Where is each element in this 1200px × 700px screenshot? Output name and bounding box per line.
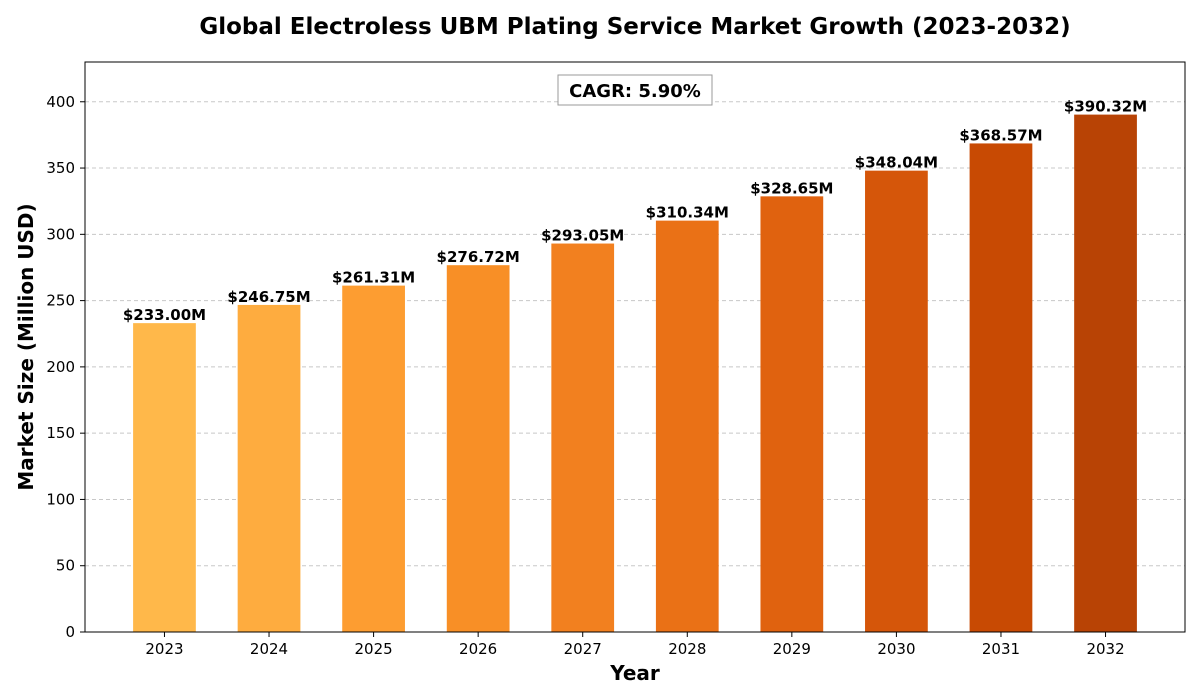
y-tick-label: 200 [46,358,75,376]
x-tick-label: 2030 [877,640,915,658]
bar [133,323,196,632]
cagr-annotation: CAGR: 5.90% [557,74,713,106]
data-label: $368.57M [959,126,1042,144]
x-tick-label: 2029 [773,640,811,658]
y-tick-label: 0 [65,623,75,641]
data-label: $310.34M [646,204,729,222]
bar [969,143,1033,632]
bar [865,170,928,632]
bar [342,285,405,632]
y-tick-label: 100 [46,490,75,508]
y-tick-label: 250 [46,292,75,310]
y-tick-label: 350 [46,159,75,177]
bar [237,304,301,632]
data-label: $293.05M [541,227,624,245]
bar [760,196,824,633]
x-tick-label: 2032 [1086,640,1124,658]
bars [133,114,1137,633]
data-label: $246.75M [227,288,310,306]
data-labels: $233.00M $246.75M $261.31M $276.72M $293.05M… [123,98,1147,325]
y-axis-ticks: 0 50 100 150 200 250 300 350 400 [46,93,85,641]
plot-frame [84,61,1186,633]
y-tick-label: 400 [46,93,75,111]
bar [1074,114,1137,633]
y-axis-label: Market Size (Million USD) [14,203,38,490]
x-tick-label: 2026 [459,640,497,658]
bar [655,220,719,632]
data-label: $390.32M [1064,98,1147,116]
y-tick-label: 300 [46,225,75,243]
y-tick-label: 150 [46,424,75,442]
data-label: $328.65M [750,179,833,197]
x-tick-label: 2027 [564,640,602,658]
cagr-label: CAGR: 5.90% [569,81,701,102]
x-tick-label: 2025 [354,640,392,658]
bar [446,265,510,632]
data-label: $276.72M [437,248,520,266]
data-label: $261.31M [332,269,415,287]
x-tick-label: 2024 [250,640,288,658]
x-tick-label: 2028 [668,640,706,658]
x-tick-label: 2031 [982,640,1020,658]
bar [551,243,615,632]
y-tick-label: 50 [56,557,75,575]
x-axis-ticks: 2023 2024 2025 2026 2027 2028 2029 2030 2031 2032 [145,632,1125,658]
cagr-box [557,74,713,106]
data-label: $348.04M [855,154,938,172]
x-tick-label: 2023 [145,640,183,658]
chart-title: Global Electroless UBM Plating Service M… [199,14,1070,40]
data-label: $233.00M [123,306,206,324]
x-axis-label: Year [609,661,660,685]
